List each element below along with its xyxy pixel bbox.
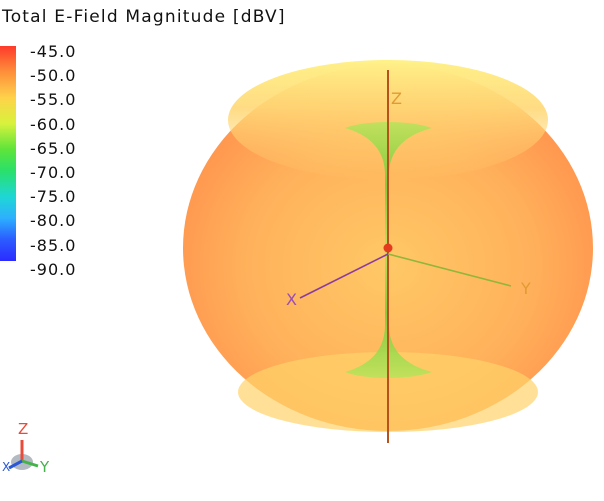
legend-tick: -85.0 [30, 235, 77, 255]
color-legend: -45.0 -50.0 -55.0 -60.0 -65.0 -70.0 -75.… [0, 40, 110, 279]
legend-tick: -55.0 [30, 90, 77, 110]
triad-y-label: Y [39, 458, 50, 476]
legend-tick: -70.0 [30, 163, 77, 183]
y-axis-line [387, 253, 512, 287]
x-axis-line [299, 253, 389, 299]
legend-tick: -60.0 [30, 114, 77, 134]
legend-tick: -50.0 [30, 66, 77, 86]
legend-tick: -80.0 [30, 211, 77, 231]
z-axis-label: Z [391, 89, 402, 108]
triad-x-line [8, 459, 23, 470]
triad-z-label: Z [18, 420, 28, 438]
legend-colorbar [0, 46, 16, 261]
plot-title: Total E-Field Magnitude [dBV] [2, 7, 286, 27]
legend-tick: -65.0 [30, 138, 77, 158]
x-axis-label: X [286, 290, 297, 309]
legend-tick: -75.0 [30, 187, 77, 207]
triad-y-line [21, 459, 39, 468]
legend-ticks: -45.0 -50.0 -55.0 -60.0 -65.0 -70.0 -75.… [30, 40, 76, 282]
triad-x-label: X [2, 460, 10, 474]
orientation-triad[interactable]: Z Y X [2, 420, 72, 490]
y-axis-label: Y [520, 279, 531, 298]
origin-marker [383, 243, 393, 253]
legend-tick: -90.0 [30, 259, 77, 279]
legend-tick: -45.0 [30, 42, 77, 61]
